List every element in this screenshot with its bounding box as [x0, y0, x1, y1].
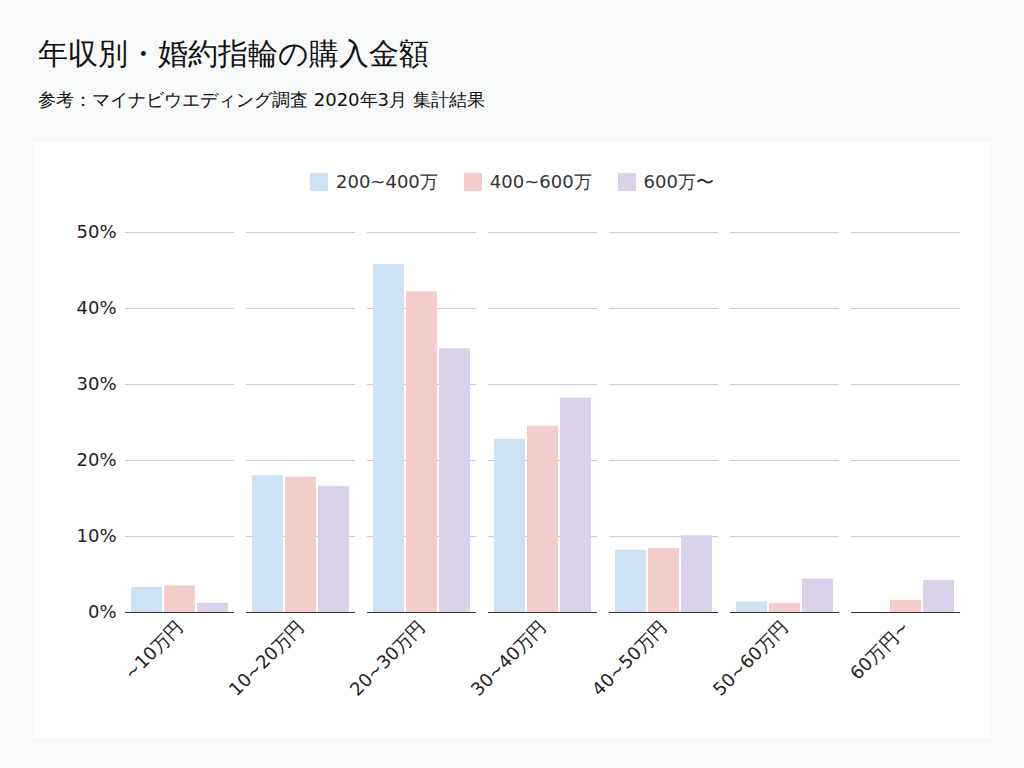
svg-text:20~30万円: 20~30万円	[346, 616, 429, 699]
svg-text:10~20万円: 10~20万円	[225, 616, 308, 699]
svg-text:50~60万円: 50~60万円	[709, 616, 792, 699]
svg-text:10%: 10%	[76, 525, 116, 546]
svg-text:~10万円: ~10万円	[120, 616, 187, 683]
svg-text:50%: 50%	[76, 221, 116, 242]
svg-text:30%: 30%	[76, 373, 116, 394]
svg-text:40~50万円: 40~50万円	[588, 616, 671, 699]
svg-text:30~40万円: 30~40万円	[467, 616, 550, 699]
html-text:400~600万: 400~600万	[489, 171, 592, 192]
svg-text:40%: 40%	[76, 297, 116, 318]
svg-text:60万円~: 60万円~	[846, 616, 913, 683]
html-text:600万〜: 600万〜	[643, 171, 714, 192]
html-text:参考：マイナビウエディング調査 2020年3月 集計結果: 参考：マイナビウエディング調査 2020年3月 集計結果	[38, 89, 485, 110]
html-text:200~400万: 200~400万	[336, 171, 438, 192]
html-text:年収別・婚約指輪の購入金額: 年収別・婚約指輪の購入金額	[38, 36, 429, 71]
svg-text:20%: 20%	[76, 449, 116, 470]
svg-text:0%: 0%	[88, 601, 117, 622]
